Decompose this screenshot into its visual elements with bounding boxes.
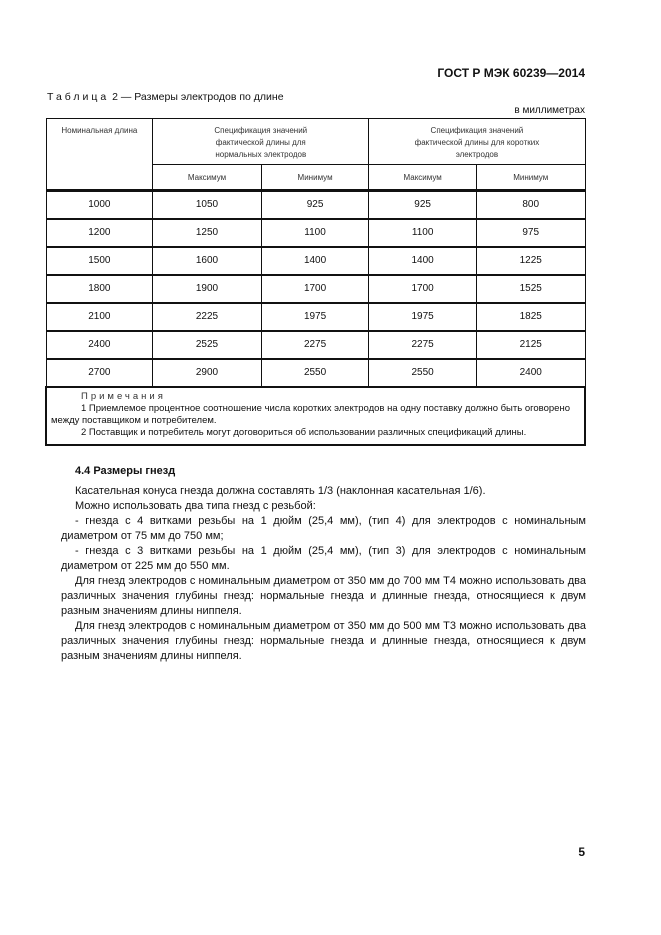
table-cell: 2550	[260, 357, 370, 387]
paragraph: Для гнезд электродов с номинальным диаме…	[61, 619, 586, 662]
table-cell: 2400	[475, 357, 586, 387]
caption-label: Таблица	[47, 91, 110, 103]
paragraph: Для гнезд электродов с номинальным диаме…	[61, 574, 586, 617]
header-normal: Спецификация значений фактической длины …	[152, 118, 370, 165]
table-cell: 1800	[45, 273, 154, 303]
table-cell: 1975	[260, 301, 370, 331]
note-1: 1 Приемлемое процентное соотношение числ…	[51, 402, 570, 426]
table-row: 2400 2525 2275 2275 2125	[45, 329, 586, 359]
table-cell: 1100	[260, 217, 370, 247]
table-cell: 975	[475, 217, 586, 247]
table-cell: 1200	[45, 217, 154, 247]
table-cell: 1975	[368, 301, 477, 331]
table-row: 1200 1250 1100 1100 975	[45, 217, 586, 247]
table-cell: 2275	[260, 329, 370, 359]
electrode-length-table: Номинальная длина Спецификация значений …	[45, 118, 586, 446]
table-cell: 1900	[152, 273, 262, 303]
table-cell: 1400	[260, 245, 370, 275]
table-cell: 2525	[152, 329, 262, 359]
table-cell: 2100	[45, 301, 154, 331]
table-row: 2100 2225 1975 1975 1825	[45, 301, 586, 331]
table-cell: 1500	[45, 245, 154, 275]
subheader-min: Минимум	[260, 164, 370, 191]
units-label: в миллиметрах	[514, 105, 585, 116]
page-number: 5	[578, 845, 585, 859]
content-flow: Номинальная длина Спецификация значений …	[45, 118, 586, 664]
section-title: 4.4 Размеры гнезд	[75, 464, 176, 477]
paragraph: - гнезда с 4 витками резьбы на 1 дюйм (2…	[61, 514, 586, 542]
table-cell: 1525	[475, 273, 586, 303]
note-2: 2 Поставщик и потребитель могут договори…	[81, 426, 527, 438]
table-cell: 1250	[152, 217, 262, 247]
table-row: 1500 1600 1400 1400 1225	[45, 245, 586, 275]
table-cell: 925	[260, 189, 370, 219]
table-cell: 1225	[475, 245, 586, 275]
table-row: 1000 1050 925 925 800	[45, 189, 586, 219]
table-cell: 2550	[368, 357, 477, 387]
notes-title: Примечания	[81, 390, 166, 402]
paragraph: - гнезда с 3 витками резьбы на 1 дюйм (2…	[61, 544, 586, 572]
subheader-max: Максимум	[368, 164, 477, 191]
table-cell: 1050	[152, 189, 262, 219]
paragraph: Можно использовать два типа гнезд с резь…	[75, 499, 316, 512]
caption-text: 2 — Размеры электродов по длине	[109, 91, 284, 103]
table-cell: 2275	[368, 329, 477, 359]
table-cell: 1400	[368, 245, 477, 275]
standard-header: ГОСТ Р МЭК 60239—2014	[437, 66, 585, 80]
table-cell: 925	[368, 189, 477, 219]
table-cell: 2125	[475, 329, 586, 359]
table-row: 1800 1900 1700 1700 1525	[45, 273, 586, 303]
table-cell: 2400	[45, 329, 154, 359]
table-cell: 1000	[45, 189, 154, 219]
subheader-min: Минимум	[475, 164, 586, 191]
table-cell: 1100	[368, 217, 477, 247]
table-cell: 1700	[260, 273, 370, 303]
table-notes: Примечания 1 Приемлемое процентное соотн…	[45, 385, 586, 446]
header-nominal: Номинальная длина	[45, 118, 154, 191]
table-cell: 2900	[152, 357, 262, 387]
header-short: Спецификация значений фактической длины …	[368, 118, 586, 165]
table-cell: 1825	[475, 301, 586, 331]
section-body: Касательная конуса гнезда должна составл…	[61, 484, 586, 664]
table-cell: 2225	[152, 301, 262, 331]
table-caption: Таблица 2 — Размеры электродов по длине	[47, 91, 284, 104]
subheader-max: Максимум	[152, 164, 262, 191]
table-cell: 1600	[152, 245, 262, 275]
table-row: 2700 2900 2550 2550 2400	[45, 357, 586, 387]
table-cell: 800	[475, 189, 586, 219]
table-cell: 1700	[368, 273, 477, 303]
paragraph: Касательная конуса гнезда должна составл…	[75, 484, 486, 497]
table-cell: 2700	[45, 357, 154, 387]
